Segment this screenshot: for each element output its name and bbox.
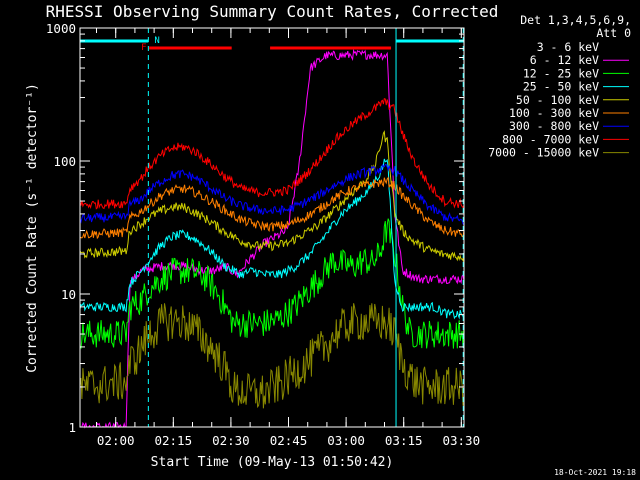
x-tick-label: 02:00: [97, 433, 135, 448]
x-axis-label: Start Time (09-May-13 01:50:42): [151, 455, 394, 470]
legend-label-7000-15000-kev: 7000 - 15000 keV: [488, 146, 599, 160]
series-line-50-100-kev: [79, 130, 465, 263]
x-tick-label: 03:00: [327, 433, 365, 448]
series-line-800-7000-kev: [79, 98, 465, 210]
y-tick-label: 100: [53, 154, 76, 169]
legend-label-12-25-kev: 12 - 25 keV: [523, 66, 599, 80]
legend-label-3-6-kev: 3 - 6 keV: [537, 40, 599, 54]
night-flag-label: N: [154, 36, 159, 46]
axes-layer: 02:00 02:15 02:30 02:45 03:00 03:15 03:30 1 10 10…: [46, 21, 480, 448]
series-line-3-6-kev: [79, 65, 465, 368]
generation-timestamp: 18-Oct-2021 19:18: [554, 468, 636, 477]
plot-frame: [79, 27, 465, 428]
x-tick-label: 02:45: [270, 433, 308, 448]
series-line-12-25-kev: [79, 218, 465, 350]
legend-label-100-300-kev: 100 - 300 keV: [509, 106, 599, 120]
legend-label-800-7000-kev: 800 - 7000 keV: [502, 132, 599, 146]
flag-layer: NF: [80, 28, 464, 427]
plot-series-group: [79, 48, 465, 429]
x-tick-label: 02:15: [154, 433, 192, 448]
legend-label-6-12-kev: 6 - 12 keV: [530, 53, 599, 67]
x-tick-label: 03:30: [442, 433, 480, 448]
y-tick-label: 1: [68, 420, 76, 435]
legend-label-300-800-kev: 300 - 800 keV: [509, 119, 599, 133]
legend-header-line-1: Det 1,3,4,5,6,9,: [520, 13, 631, 27]
x-tick-label: 02:30: [212, 433, 250, 448]
x-tick-label: 03:15: [385, 433, 423, 448]
series-line-7000-15000-kev: [79, 303, 465, 409]
series-line-100-300-kev: [79, 176, 465, 240]
y-tick-label: 10: [61, 287, 76, 302]
legend-label-50-100-kev: 50 - 100 keV: [516, 93, 599, 107]
series-line-25-50-kev: [79, 158, 465, 320]
flare-flag-label: F: [141, 43, 146, 53]
chart-title: RHESSI Observing Summary Count Rates, Co…: [46, 2, 499, 21]
y-axis-label: Corrected Count Rate (s⁻¹ detector⁻¹): [25, 83, 40, 373]
series-line-300-800-kev: [79, 163, 465, 226]
legend-header-line-2: Att 0: [596, 26, 631, 40]
legend-label-25-50-kev: 25 - 50 keV: [523, 80, 599, 94]
y-tick-label: 1000: [46, 21, 76, 36]
